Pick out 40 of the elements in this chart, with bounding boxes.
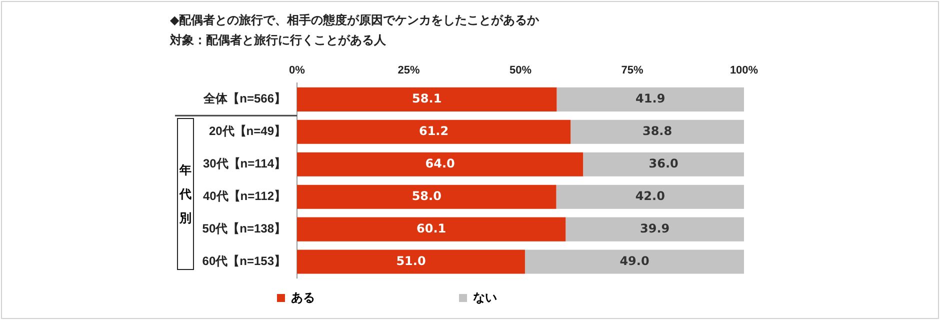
y-tick-label: 50代【n=138】: [202, 222, 286, 236]
bar: [297, 250, 525, 274]
bar: [566, 217, 744, 242]
data-label: 39.9: [640, 221, 670, 236]
legend-label: ある: [290, 290, 446, 304]
data-label: 61.2: [418, 124, 449, 138]
data-label: 58.1: [412, 92, 442, 106]
y-tick-label: 全体【n=566】: [202, 92, 286, 106]
y-tick-label: 20代【n=49】: [208, 124, 286, 138]
bar: [297, 152, 584, 176]
data-label: 38.8: [642, 124, 672, 138]
data-label: 64.0: [425, 156, 455, 170]
bar: [524, 250, 744, 274]
x-tick-label: 50%: [509, 64, 532, 77]
text: 年代別: [179, 162, 192, 227]
data-label: 41.9: [636, 92, 666, 106]
x-tick-label: 100%: [730, 64, 758, 77]
y-tick-label: 60代【n=153】: [202, 254, 286, 268]
legend-label: ない: [473, 290, 628, 304]
bar: [297, 87, 557, 112]
bar: [556, 184, 744, 209]
x-tick-label: 25%: [398, 64, 420, 77]
bar: [556, 87, 744, 112]
chart-title: ◆配偶者との旅行で、相手の態度が原因でケンカをしたことがあるか: [170, 12, 540, 29]
y-tick-label: 40代【n=112】: [202, 189, 286, 204]
x-tick-label: 75%: [621, 64, 644, 77]
y-tick-label: 30代【n=114】: [202, 156, 286, 171]
x-tick-label: 0%: [289, 64, 306, 77]
bar: [297, 120, 571, 144]
bar: [297, 184, 556, 209]
bar: [570, 120, 744, 144]
data-label: 49.0: [620, 254, 650, 268]
bar: [583, 152, 744, 176]
bar: [297, 217, 566, 242]
data-label: 60.1: [416, 221, 446, 236]
data-label: 58.0: [412, 188, 442, 203]
data-label: 42.0: [635, 188, 665, 203]
chart-subtitle: 対象：配偶者と旅行に行くことがある人: [170, 32, 386, 49]
data-label: 36.0: [648, 156, 678, 170]
data-label: 51.0: [396, 254, 426, 268]
